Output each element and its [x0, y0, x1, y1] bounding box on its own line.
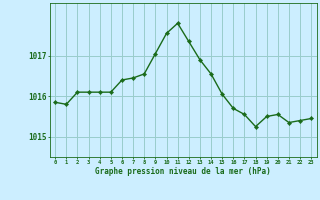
X-axis label: Graphe pression niveau de la mer (hPa): Graphe pression niveau de la mer (hPa) [95, 167, 271, 176]
